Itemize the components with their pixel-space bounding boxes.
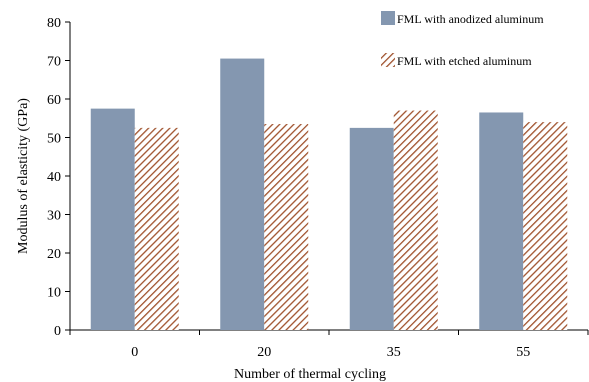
x-tick-label: 20 [257,345,271,360]
plot-area: 0 10 20 30 40 50 60 70 80 0 20 35 55 [47,16,589,360]
legend-label-etched: FML with etched aluminum [397,54,532,68]
bar-etched-20 [264,124,309,331]
bar-anodized-55 [479,112,524,330]
y-tick-label: 10 [47,286,61,301]
bar-etched-0 [134,127,179,330]
y-tick-label: 80 [47,16,61,31]
y-tick-label: 40 [47,170,61,185]
bar-etched-55 [523,122,568,330]
legend-swatch-anodized [381,11,395,25]
bar-anodized-20 [220,58,265,330]
bar-anodized-0 [90,108,135,330]
legend: FML with anodized aluminum FML with etche… [381,11,544,68]
x-tick-label: 35 [387,345,401,360]
y-tick-label: 30 [47,209,61,224]
y-tick-label: 20 [47,247,61,262]
y-tick-label: 0 [54,324,61,339]
x-tick-label: 55 [516,345,530,360]
bar-anodized-35 [349,127,394,330]
y-tick-label: 70 [47,55,61,70]
legend-swatch-etched [381,53,395,67]
x-tick-label: 0 [131,345,138,360]
y-tick-label: 50 [47,132,61,147]
bar-etched-35 [393,110,438,330]
y-tick-label: 60 [47,93,61,108]
x-axis-title: Number of thermal cycling [234,367,386,382]
legend-label-anodized: FML with anodized aluminum [397,12,544,26]
y-axis-title: Modulus of elasticity (GPa) [16,98,31,254]
